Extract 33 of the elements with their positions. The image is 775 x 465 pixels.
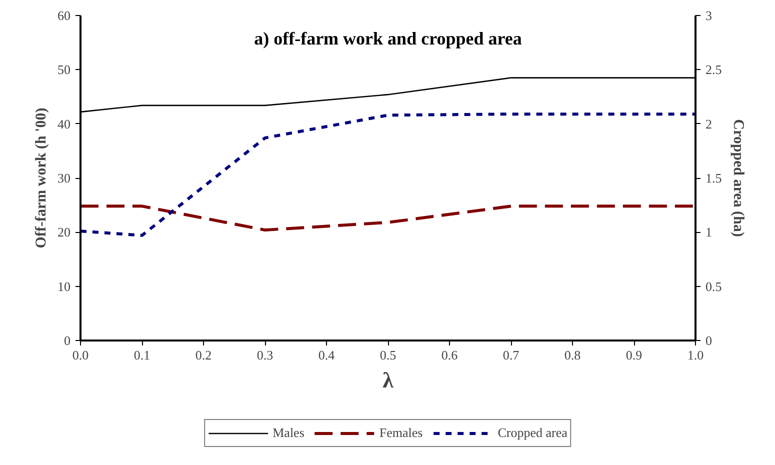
y2-tick-label: 2 [706,116,712,132]
x-tick-label: 0.2 [195,348,212,362]
y2-tick-label: 1.5 [706,170,722,186]
x-tick-label: 0.8 [564,348,581,362]
y-tick-label: 10 [58,278,70,294]
x-tick-label: 0.6 [441,348,458,362]
y2-tick-label: 3 [706,8,712,23]
y-tick-label: 50 [58,62,70,78]
x-tick-label: 0.9 [626,348,642,362]
x-tick-label: 0.3 [256,348,274,362]
y2-tick-label: 2.5 [706,62,722,78]
x-tick-label: 0.7 [502,348,520,362]
x-tick-label: 1.0 [687,348,704,362]
y-tick-label: 20 [58,224,70,240]
y-tick-label: 60 [58,8,70,23]
x-axis-title: λ [382,368,394,392]
y-tick-label: 30 [58,170,70,186]
text: a) off-farm work and cropped area [254,28,522,48]
x-tick-label: 0.0 [72,348,89,362]
y-tick-label: 40 [58,116,70,132]
y-axis-title: Off-farm work (h '00) [34,108,50,248]
line-series [80,112,696,237]
y2-tick-label: 1 [706,224,712,240]
x-tick-label: 0.5 [380,348,396,362]
y-tick-label: 0 [64,333,70,348]
legend-label: Females [379,424,423,440]
y2-tick-label: 0 [706,333,712,348]
legend-label: Males [272,424,304,440]
legend-label: Cropped area [498,424,568,440]
y2-axis-title: Cropped area (ha) [730,119,746,237]
x-tick-label: 0.1 [134,348,150,362]
y2-tick-label: 0.5 [706,278,722,294]
x-tick-label: 0.4 [318,348,336,362]
